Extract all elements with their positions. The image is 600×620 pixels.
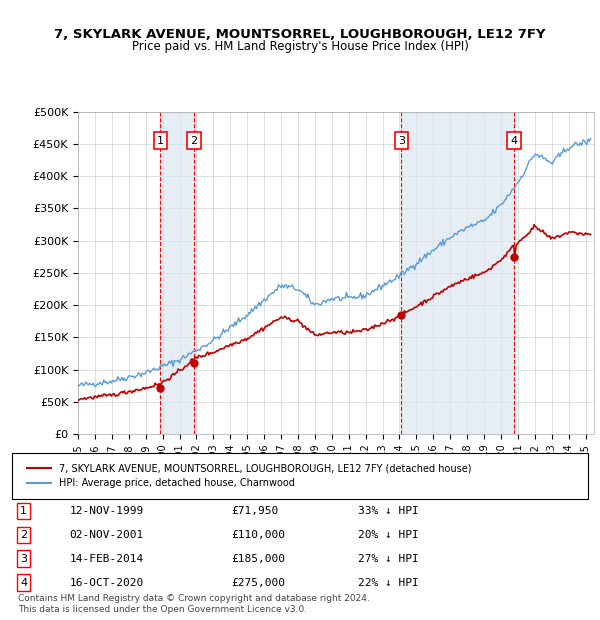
Legend: 7, SKYLARK AVENUE, MOUNTSORREL, LOUGHBOROUGH, LE12 7FY (detached house), HPI: Av: 7, SKYLARK AVENUE, MOUNTSORREL, LOUGHBOR…	[23, 459, 475, 492]
Text: 33% ↓ HPI: 33% ↓ HPI	[358, 506, 418, 516]
Text: 1: 1	[157, 136, 164, 146]
Text: 1: 1	[20, 506, 27, 516]
Text: 2: 2	[190, 136, 197, 146]
Text: Contains HM Land Registry data © Crown copyright and database right 2024.
This d: Contains HM Land Registry data © Crown c…	[18, 595, 370, 614]
Text: £110,000: £110,000	[231, 530, 285, 540]
Text: 02-NOV-2001: 02-NOV-2001	[70, 530, 144, 540]
Text: £185,000: £185,000	[231, 554, 285, 564]
Text: 3: 3	[20, 554, 27, 564]
Bar	[401, 112, 514, 434]
Text: 7, SKYLARK AVENUE, MOUNTSORREL, LOUGHBOROUGH, LE12 7FY: 7, SKYLARK AVENUE, MOUNTSORREL, LOUGHBOR…	[54, 28, 546, 41]
Text: 20% ↓ HPI: 20% ↓ HPI	[358, 530, 418, 540]
Text: 27% ↓ HPI: 27% ↓ HPI	[358, 554, 418, 564]
Text: £71,950: £71,950	[231, 506, 278, 516]
Text: 4: 4	[511, 136, 518, 146]
Text: Price paid vs. HM Land Registry's House Price Index (HPI): Price paid vs. HM Land Registry's House …	[131, 40, 469, 53]
Text: 22% ↓ HPI: 22% ↓ HPI	[358, 578, 418, 588]
Text: 12-NOV-1999: 12-NOV-1999	[70, 506, 144, 516]
Text: 2: 2	[20, 530, 27, 540]
Text: 3: 3	[398, 136, 405, 146]
Text: 4: 4	[20, 578, 27, 588]
Text: 16-OCT-2020: 16-OCT-2020	[70, 578, 144, 588]
Text: £275,000: £275,000	[231, 578, 285, 588]
Bar	[160, 112, 194, 434]
Text: 14-FEB-2014: 14-FEB-2014	[70, 554, 144, 564]
FancyBboxPatch shape	[12, 453, 588, 499]
